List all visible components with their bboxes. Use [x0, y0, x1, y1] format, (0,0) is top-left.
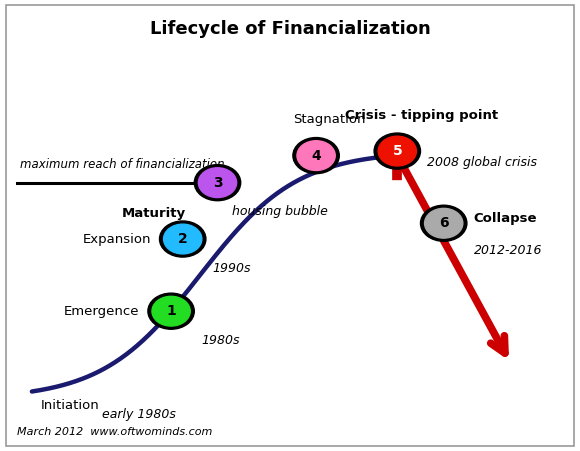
Circle shape — [297, 141, 335, 170]
Text: 4: 4 — [311, 148, 321, 163]
Circle shape — [420, 205, 467, 241]
Text: 1: 1 — [166, 304, 176, 318]
Text: 6: 6 — [439, 216, 448, 230]
Text: early 1980s: early 1980s — [102, 408, 175, 421]
Text: 1980s: 1980s — [201, 334, 240, 347]
Circle shape — [152, 296, 190, 326]
Text: Initiation: Initiation — [41, 399, 99, 412]
Text: Expansion: Expansion — [82, 233, 151, 245]
Text: 3: 3 — [213, 175, 222, 190]
Text: Collapse: Collapse — [474, 212, 537, 225]
Circle shape — [194, 165, 241, 201]
Text: 2008 global crisis: 2008 global crisis — [427, 156, 538, 169]
Text: Emergence: Emergence — [64, 305, 139, 318]
Circle shape — [148, 293, 194, 329]
Circle shape — [293, 138, 339, 174]
Text: March 2012  www.oftwominds.com: March 2012 www.oftwominds.com — [17, 427, 213, 437]
Circle shape — [160, 221, 206, 257]
Text: 1990s: 1990s — [213, 262, 251, 275]
Text: Maturity: Maturity — [121, 207, 186, 221]
Text: 2012-2016: 2012-2016 — [474, 244, 542, 257]
Circle shape — [198, 168, 237, 198]
Circle shape — [374, 133, 420, 169]
Text: 5: 5 — [393, 144, 402, 158]
Text: Crisis - tipping point: Crisis - tipping point — [345, 109, 498, 122]
Text: housing bubble: housing bubble — [232, 205, 328, 218]
Text: 2: 2 — [178, 232, 187, 246]
Circle shape — [164, 224, 202, 254]
Circle shape — [425, 208, 463, 238]
Text: Stagnation: Stagnation — [293, 113, 365, 126]
Circle shape — [378, 136, 416, 166]
Text: Lifecycle of Financialization: Lifecycle of Financialization — [150, 20, 430, 38]
Text: maximum reach of financialization: maximum reach of financialization — [20, 158, 225, 171]
